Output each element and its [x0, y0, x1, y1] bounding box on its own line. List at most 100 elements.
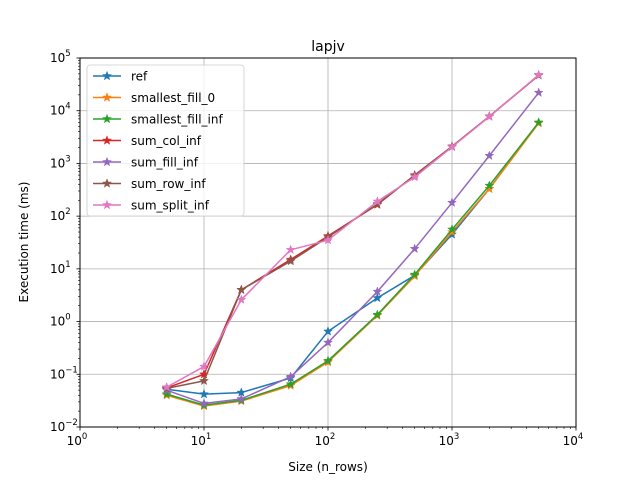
legend-label: sum_row_inf	[131, 177, 206, 191]
data-point	[322, 337, 334, 347]
y-tick-label: 103	[50, 154, 71, 170]
y-tick-label-base: 10	[50, 104, 65, 118]
data-point	[484, 150, 495, 161]
data-point	[236, 284, 247, 295]
y-tick-label-exponent: −2	[65, 418, 78, 428]
data-point	[484, 183, 495, 194]
legend-swatch-marker	[101, 199, 113, 210]
y-tick-label-base: 10	[50, 420, 65, 434]
x-tick-label: 101	[191, 432, 212, 448]
legend-label: sum_col_inf	[131, 134, 202, 148]
y-tick-label-base: 10	[50, 367, 65, 381]
y-tick-label-exponent: 4	[65, 102, 70, 112]
data-point	[198, 388, 210, 399]
x-tick-label: 102	[315, 432, 336, 448]
data-point	[322, 355, 334, 366]
data-point	[533, 69, 544, 80]
legend-item: sum_split_inf	[93, 199, 210, 213]
y-tick-label: 10−2	[50, 418, 78, 434]
data-point	[285, 371, 296, 382]
series-line	[166, 121, 540, 406]
y-tick-label-exponent: 0	[65, 313, 70, 323]
data-point	[198, 375, 210, 386]
series-smallest_fill_inf	[161, 117, 544, 410]
data-point	[198, 398, 210, 408]
legend-item: sum_col_inf	[93, 134, 202, 148]
ticks: 100 101 102 103 10410−210−110010110210310410…	[50, 49, 583, 448]
data-point	[285, 255, 296, 266]
x-tick-label: 104	[563, 432, 584, 448]
data-point	[161, 381, 172, 392]
y-tick-label-exponent: 3	[65, 154, 70, 164]
legend-label: smallest_fill_inf	[131, 113, 223, 127]
y-tick-label-exponent: −1	[65, 365, 78, 375]
x-tick-label-exponent: 3	[454, 432, 459, 442]
x-tick-label-exponent: 4	[578, 432, 583, 442]
y-tick-label-base: 10	[50, 156, 65, 170]
data-point	[484, 180, 495, 190]
y-tick-label-exponent: 2	[65, 207, 70, 217]
data-point	[409, 269, 420, 279]
data-point	[446, 224, 458, 234]
series-line	[166, 122, 540, 407]
series-layer	[161, 69, 544, 411]
legend-swatch-marker	[101, 156, 113, 167]
y-axis-title: Execution time (ms)	[17, 182, 31, 303]
legend-item: sum_fill_inf	[93, 156, 199, 170]
series-sum_split_inf	[161, 69, 544, 392]
legend-swatch-marker	[101, 135, 113, 145]
legend-item: ref	[93, 70, 148, 84]
data-point	[322, 326, 334, 336]
y-tick-label: 102	[50, 207, 71, 223]
data-point	[484, 111, 495, 122]
data-point	[322, 234, 334, 245]
data-point	[372, 196, 383, 206]
data-point	[161, 388, 172, 399]
x-tick-label-exponent: 2	[330, 432, 335, 442]
x-tick-label: 100	[67, 432, 88, 448]
y-tick-label-base: 10	[50, 262, 65, 276]
x-tick-label-base: 10	[439, 434, 454, 448]
data-point	[446, 141, 458, 152]
legend-label: smallest_fill_0	[131, 91, 215, 105]
data-point	[198, 361, 210, 371]
x-tick-label-exponent: 0	[82, 432, 87, 442]
data-point	[372, 309, 383, 320]
legend-swatch-marker	[101, 70, 113, 81]
y-tick-label: 101	[50, 260, 71, 276]
legend-swatch-marker	[101, 113, 113, 124]
y-tick-label-exponent: 5	[65, 49, 70, 59]
y-tick-label-base: 10	[50, 51, 65, 65]
data-point	[533, 117, 544, 127]
data-point	[372, 286, 383, 296]
y-tick-label: 104	[50, 102, 71, 118]
data-point	[533, 87, 544, 97]
legend-item: smallest_fill_inf	[93, 113, 223, 127]
y-tick-label: 105	[50, 49, 71, 65]
data-point	[446, 197, 458, 207]
legend-swatch-marker	[101, 178, 113, 188]
legend-label: ref	[131, 70, 148, 84]
series-line	[166, 122, 540, 395]
x-tick-label-base: 10	[315, 434, 330, 448]
legend: ref smallest_fill_0 smallest_fill_inf sum_c…	[86, 64, 245, 217]
series-line	[166, 92, 540, 405]
data-point	[285, 244, 296, 255]
legend-item: sum_row_inf	[93, 177, 206, 191]
x-tick-label-base: 10	[67, 434, 82, 448]
x-tick-label-exponent: 1	[206, 432, 211, 442]
x-tick-label-base: 10	[191, 434, 206, 448]
y-tick-label-base: 10	[50, 315, 65, 329]
data-point	[285, 378, 296, 389]
legend-swatch-marker	[101, 92, 113, 102]
series-line	[166, 74, 540, 388]
y-tick-label: 100	[50, 313, 71, 329]
x-tick-label: 103	[439, 432, 460, 448]
data-point	[236, 393, 247, 404]
legend-item: smallest_fill_0	[93, 91, 215, 105]
data-point	[409, 243, 420, 254]
legend-label: sum_split_inf	[131, 199, 210, 213]
y-tick-label: 10−1	[50, 365, 78, 381]
chart-title: lapjv	[311, 39, 345, 55]
